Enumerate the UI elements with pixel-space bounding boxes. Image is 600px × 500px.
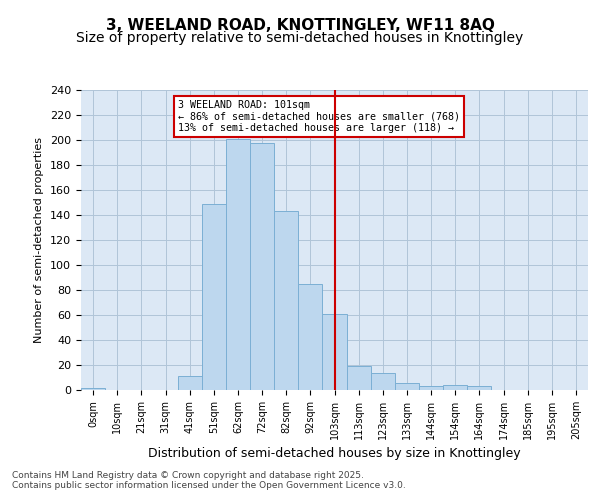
Bar: [202, 204, 226, 390]
Bar: [178, 376, 202, 390]
Text: 3 WEELAND ROAD: 101sqm
← 86% of semi-detached houses are smaller (768)
13% of se: 3 WEELAND ROAD: 101sqm ← 86% of semi-det…: [178, 100, 460, 133]
Bar: [347, 366, 371, 390]
Bar: [298, 284, 322, 390]
X-axis label: Distribution of semi-detached houses by size in Knottingley: Distribution of semi-detached houses by …: [148, 448, 521, 460]
Bar: [250, 142, 274, 390]
Text: 3, WEELAND ROAD, KNOTTINGLEY, WF11 8AQ: 3, WEELAND ROAD, KNOTTINGLEY, WF11 8AQ: [106, 18, 494, 32]
Bar: [274, 211, 298, 390]
Bar: [226, 138, 250, 390]
Bar: [467, 386, 491, 390]
Bar: [322, 314, 347, 390]
Bar: [371, 372, 395, 390]
Y-axis label: Number of semi-detached properties: Number of semi-detached properties: [34, 137, 44, 343]
Bar: [443, 385, 467, 390]
Bar: [81, 388, 105, 390]
Bar: [395, 382, 419, 390]
Text: Contains HM Land Registry data © Crown copyright and database right 2025.
Contai: Contains HM Land Registry data © Crown c…: [12, 470, 406, 490]
Bar: [419, 386, 443, 390]
Text: Size of property relative to semi-detached houses in Knottingley: Size of property relative to semi-detach…: [76, 31, 524, 45]
